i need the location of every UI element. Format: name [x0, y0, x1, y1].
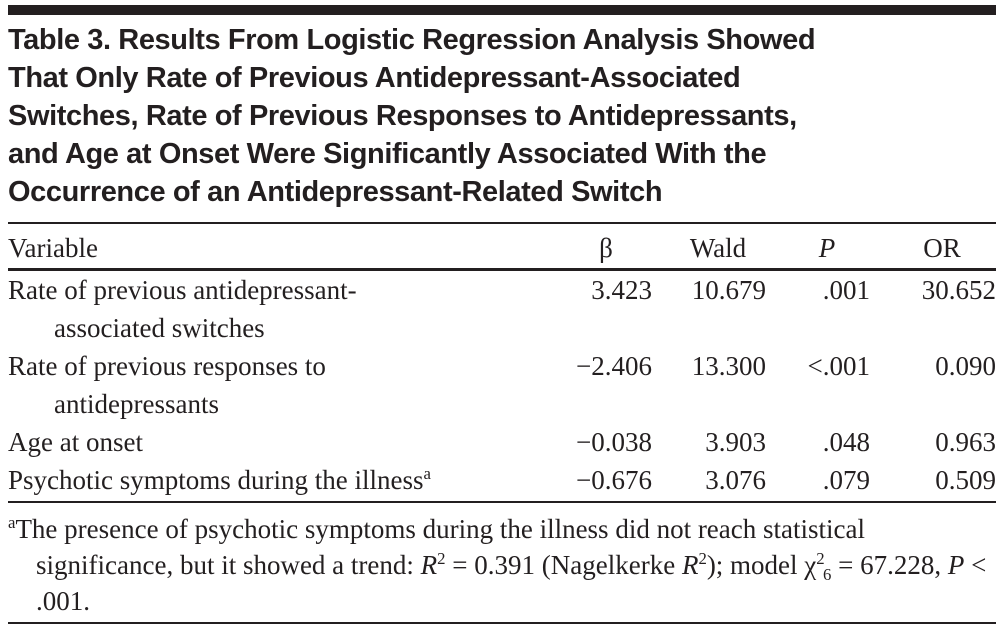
chi-symbol: χ: [804, 550, 817, 580]
p-symbol: P: [947, 550, 965, 580]
cell-variable: Age at onset: [8, 423, 542, 461]
cell-wald: 3.903: [705, 427, 766, 457]
title-line: Occurrence of an Antidepressant-Related …: [8, 176, 663, 208]
title-line: Table 3. Results From Logistic Regressio…: [8, 24, 816, 56]
cell-or: 0.090: [935, 351, 996, 381]
cell-p: .001: [822, 275, 870, 305]
variable-line-1: Psychotic symptoms during the illnessa: [8, 461, 542, 499]
cell-wald: 10.679: [691, 275, 766, 305]
table-row: Rate of previous responses to antidepres…: [8, 347, 996, 423]
col-header-beta: β: [542, 223, 652, 271]
cell-wald: 3.076: [652, 461, 766, 503]
r-squared-symbol: R: [420, 550, 438, 580]
variable-line-1: Age at onset: [8, 423, 542, 461]
variable-line-1: Rate of previous responses to: [8, 347, 542, 385]
table-row: Psychotic symptoms during the illnessa −…: [8, 461, 996, 503]
variable-line-1: Rate of previous antidepressant-: [8, 271, 542, 309]
cell-p: <.001: [807, 351, 870, 381]
title-line: That Only Rate of Previous Antidepressan…: [8, 62, 741, 94]
cell-beta: −0.676: [542, 461, 652, 503]
cell-p: .048: [822, 427, 870, 457]
header-row: Variable β Wald P OR: [8, 223, 996, 271]
variable-text: Age at onset: [8, 427, 143, 457]
cell-or: 0.509: [870, 461, 996, 503]
footnote-text: The presence of psychotic symptoms durin…: [15, 514, 865, 580]
table-title: Table 3. Results From Logistic Regressio…: [8, 21, 996, 211]
cell-or: 30.652: [921, 275, 996, 305]
col-header-p: P: [766, 223, 870, 271]
cell-or: 0.963: [935, 427, 996, 457]
r-squared-exponent: 2: [698, 549, 707, 568]
top-rule-thick: [8, 5, 996, 15]
footnote-text: ); model: [706, 550, 805, 580]
cell-variable: Rate of previous antidepressant- associa…: [8, 270, 542, 348]
table-row: Age at onset −0.038 3.903 .048 0.963: [8, 423, 996, 461]
col-header-or: OR: [870, 223, 996, 271]
cell-beta: −2.406: [576, 351, 652, 381]
variable-line-2: antidepressants: [54, 389, 219, 419]
chi-df-subscript: 6: [822, 565, 832, 585]
table-footnote: aThe presence of psychotic symptoms duri…: [8, 503, 996, 624]
variable-footnote-marker: a: [423, 464, 431, 483]
cell-p: .079: [766, 461, 870, 503]
variable-text: Rate of previous responses to: [8, 351, 326, 381]
cell-beta: −0.038: [576, 427, 652, 457]
footnote-marker: a: [8, 513, 16, 532]
table-row: Rate of previous antidepressant- associa…: [8, 270, 996, 348]
col-header-variable: Variable: [8, 223, 542, 271]
title-line: and Age at Onset Were Significantly Asso…: [8, 138, 767, 170]
regression-results-table: Variable β Wald P OR Rate of previous an…: [8, 222, 996, 503]
r-squared-symbol: R: [681, 550, 699, 580]
cell-variable: Rate of previous responses to antidepres…: [8, 347, 542, 423]
footnote-text: = 67.228,: [831, 550, 948, 580]
col-header-wald: Wald: [652, 223, 766, 271]
cell-variable: Psychotic symptoms during the illnessa: [8, 461, 542, 503]
variable-text: Rate of previous antidepressant-: [8, 275, 357, 305]
footnote-text: = 0.391 (Nagelkerke: [445, 550, 682, 580]
cell-wald: 13.300: [691, 351, 766, 381]
cell-beta: 3.423: [591, 275, 652, 305]
footnote-text: < .001.: [36, 550, 987, 616]
r-squared-exponent: 2: [437, 549, 446, 568]
chi-exponent: 2: [816, 549, 825, 568]
variable-text: Psychotic symptoms during the illness: [8, 465, 424, 495]
title-line: Switches, Rate of Previous Responses to …: [8, 100, 797, 132]
variable-line-2: associated switches: [54, 313, 265, 343]
